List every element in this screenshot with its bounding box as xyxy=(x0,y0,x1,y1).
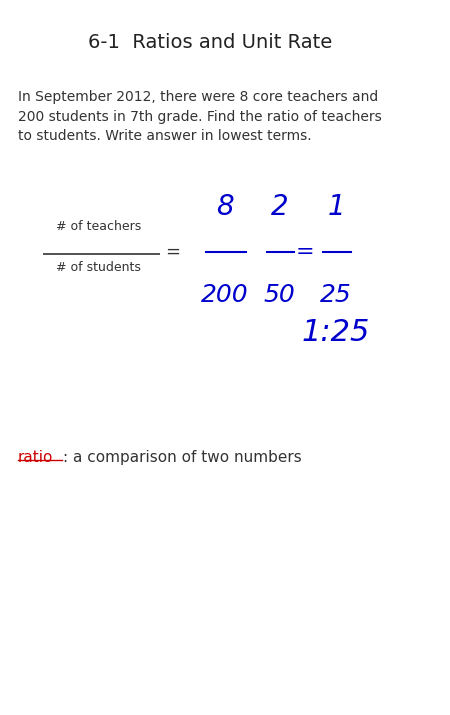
Text: 6-1  Ratios and Unit Rate: 6-1 Ratios and Unit Rate xyxy=(88,34,333,52)
Text: # of students: # of students xyxy=(56,262,141,275)
Text: 1:25: 1:25 xyxy=(302,318,370,347)
Text: 8: 8 xyxy=(216,193,234,221)
Text: In September 2012, there were 8 core teachers and
200 students in 7th grade. Fin: In September 2012, there were 8 core tea… xyxy=(18,90,382,144)
Text: =: = xyxy=(295,242,314,262)
Text: 25: 25 xyxy=(320,282,352,307)
Text: : a comparison of two numbers: : a comparison of two numbers xyxy=(63,450,302,465)
Text: 50: 50 xyxy=(264,282,295,307)
Text: 200: 200 xyxy=(201,282,249,307)
Text: 1: 1 xyxy=(327,193,345,221)
Text: ratio: ratio xyxy=(18,450,54,465)
Text: # of teachers: # of teachers xyxy=(56,220,141,233)
Text: 2: 2 xyxy=(271,193,288,221)
Text: =: = xyxy=(166,243,180,261)
